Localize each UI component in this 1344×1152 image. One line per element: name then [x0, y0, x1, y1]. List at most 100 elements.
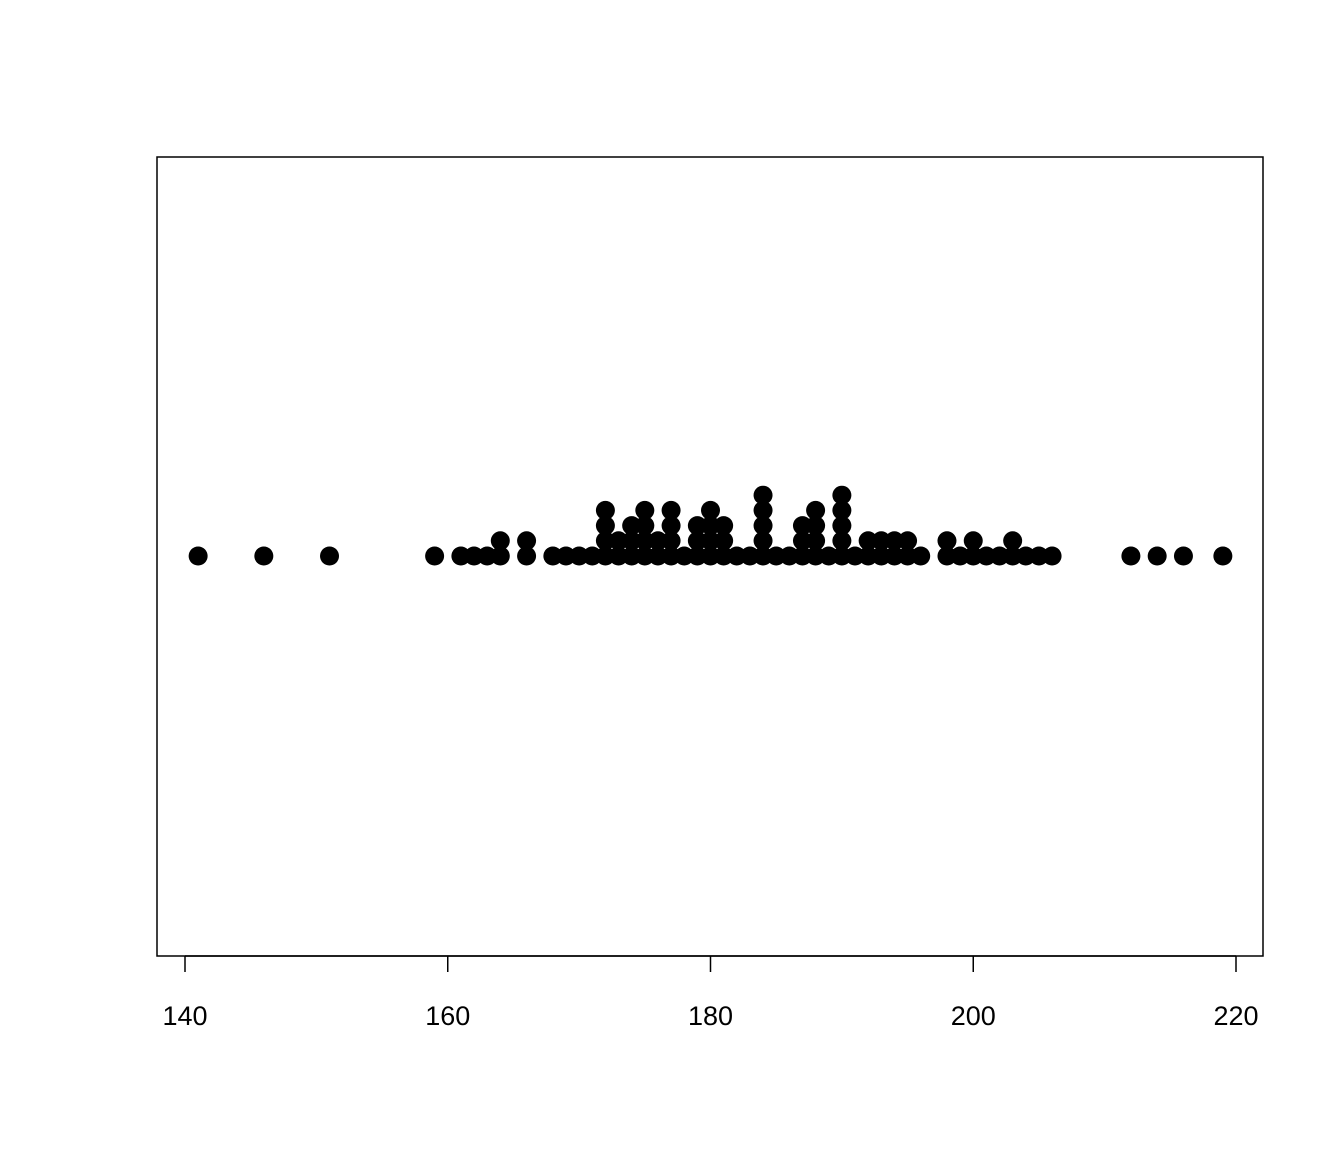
data-point	[490, 531, 510, 551]
data-point	[819, 546, 839, 566]
data-point	[1121, 546, 1141, 566]
data-point	[687, 531, 707, 551]
data-point	[477, 546, 497, 566]
data-point	[1003, 531, 1023, 551]
data-point	[451, 546, 471, 566]
data-point	[1029, 546, 1049, 566]
data-point	[976, 546, 996, 566]
data-point	[635, 500, 655, 520]
data-point	[937, 531, 957, 551]
data-point	[806, 531, 826, 551]
data-point	[622, 531, 642, 551]
data-point	[858, 531, 878, 551]
data-point	[832, 485, 852, 505]
data-point	[714, 531, 734, 551]
data-point	[832, 516, 852, 536]
data-point	[792, 516, 812, 536]
data-point	[556, 546, 576, 566]
data-point	[622, 516, 642, 536]
data-point	[753, 546, 773, 566]
data-point	[701, 546, 720, 566]
data-point	[464, 546, 484, 566]
data-point	[648, 531, 668, 551]
data-point	[1147, 546, 1167, 566]
data-point	[792, 531, 812, 551]
data-point	[898, 531, 918, 551]
data-point	[792, 546, 812, 566]
data-point	[609, 531, 629, 551]
data-point	[806, 546, 826, 566]
data-point	[963, 546, 983, 566]
data-point	[661, 516, 681, 536]
data-point	[753, 500, 773, 520]
data-point	[714, 516, 734, 536]
data-point	[595, 516, 615, 536]
data-point	[622, 546, 642, 566]
data-point	[740, 546, 760, 566]
data-point	[753, 485, 773, 505]
data-point	[884, 546, 904, 566]
data-point	[687, 546, 707, 566]
data-point	[661, 500, 681, 520]
data-point	[884, 531, 904, 551]
x-tick-label: 180	[688, 1001, 733, 1031]
data-point	[569, 546, 589, 566]
data-point	[635, 516, 655, 536]
data-point	[595, 500, 615, 520]
data-point	[635, 531, 655, 551]
data-point	[766, 546, 786, 566]
data-point	[845, 546, 865, 566]
data-point	[517, 531, 537, 551]
data-point	[871, 531, 891, 551]
data-point	[595, 531, 615, 551]
data-point	[990, 546, 1010, 566]
data-point	[963, 531, 983, 551]
data-point	[1003, 546, 1023, 566]
data-point	[701, 500, 720, 520]
data-point	[753, 516, 773, 536]
data-point	[832, 531, 852, 551]
data-point	[753, 531, 773, 551]
data-point	[661, 531, 681, 551]
data-point	[701, 516, 720, 536]
data-point	[517, 546, 537, 566]
data-point	[727, 546, 747, 566]
x-tick-label: 200	[951, 1001, 996, 1031]
data-point	[950, 546, 970, 566]
data-point	[832, 546, 852, 566]
data-point	[543, 546, 563, 566]
data-point	[1213, 546, 1233, 566]
data-point	[582, 546, 602, 566]
x-tick-label: 140	[162, 1001, 207, 1031]
data-point	[806, 516, 826, 536]
data-point	[674, 546, 694, 566]
data-point	[648, 546, 668, 566]
data-point	[714, 546, 734, 566]
data-point	[1173, 546, 1193, 566]
data-point	[425, 546, 445, 566]
data-point	[595, 546, 615, 566]
data-point	[661, 546, 681, 566]
points-layer	[188, 485, 1233, 566]
data-point	[858, 546, 878, 566]
data-point	[832, 500, 852, 520]
data-point	[687, 516, 707, 536]
data-point	[188, 546, 208, 566]
x-tick-label: 220	[1213, 1001, 1258, 1031]
data-point	[701, 531, 720, 551]
data-point	[898, 546, 918, 566]
data-point	[320, 546, 340, 566]
x-axis: 140 160 180 200 220	[162, 955, 1259, 1031]
data-point	[937, 546, 957, 566]
x-tick-label: 160	[425, 1001, 470, 1031]
data-point	[806, 500, 826, 520]
data-point	[911, 546, 931, 566]
data-point	[1016, 546, 1036, 566]
data-point	[779, 546, 799, 566]
data-point	[490, 546, 510, 566]
data-point	[609, 546, 629, 566]
data-point	[1042, 546, 1062, 566]
data-point	[635, 546, 655, 566]
data-point	[254, 546, 274, 566]
